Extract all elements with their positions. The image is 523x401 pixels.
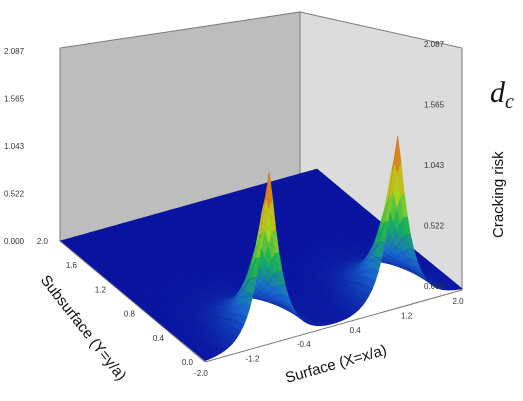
mesh-line — [291, 176, 437, 288]
side-symbol: dc — [490, 76, 514, 113]
z-tick-label-right: 1.565 — [424, 101, 445, 110]
z-tick-label-right: 2.087 — [424, 40, 445, 49]
mesh-line — [149, 215, 296, 312]
mesh-line — [214, 197, 360, 310]
mesh-line — [111, 226, 257, 305]
mesh-line — [239, 190, 385, 269]
mesh-line — [136, 219, 283, 298]
y-tick-label: 1.2 — [95, 285, 107, 294]
y-tick-label: 0.0 — [182, 358, 194, 367]
z-tick-label-left: 1.565 — [4, 95, 25, 104]
mesh-line — [85, 233, 231, 346]
x-tick-label: -2.0 — [194, 369, 208, 378]
mesh-line — [303, 172, 450, 291]
y-axis-label: Subsurface (Y=y/a) — [37, 272, 130, 384]
mesh-line — [201, 201, 347, 319]
y-tick-label: 1.6 — [66, 261, 78, 270]
mesh-line — [98, 230, 244, 326]
side-symbol-main: d — [490, 76, 506, 109]
z-axis-label: Cracking risk — [490, 151, 507, 238]
mesh-line — [188, 204, 334, 324]
surface-patch — [200, 356, 209, 362]
floor-edge-x — [204, 289, 463, 363]
z-tick-label-right: 0.000 — [424, 282, 445, 291]
mesh-line — [252, 136, 399, 263]
floor-edge-y — [59, 240, 206, 363]
mesh-line — [175, 208, 321, 326]
mesh-line — [265, 183, 411, 262]
z-tick-label-right: 0.522 — [424, 221, 445, 230]
z-tick-label-right: 1.043 — [424, 161, 445, 170]
x-tick-label: 1.2 — [401, 311, 413, 320]
mesh-line — [226, 194, 373, 290]
mesh-line — [72, 237, 218, 356]
x-tick-label: -0.4 — [297, 340, 311, 349]
mesh-line — [162, 212, 308, 324]
x-tick-label: 2.0 — [452, 297, 464, 306]
mesh-line — [124, 172, 270, 299]
z-tick-label-left: 1.043 — [4, 142, 25, 151]
mesh-line — [316, 168, 463, 289]
z-tick-label-left: 2.087 — [4, 47, 25, 56]
mesh-line — [278, 179, 424, 276]
x-tick-label: 0.4 — [350, 326, 362, 335]
z-tick-label-left: 0.522 — [4, 189, 25, 198]
x-tick-label: -1.2 — [246, 355, 260, 364]
y-tick-label: 2.0 — [37, 237, 49, 246]
y-tick-label: 0.4 — [153, 334, 165, 343]
surface-mesh — [59, 136, 463, 362]
side-symbol-sub: c — [505, 91, 514, 113]
y-tick-label: 0.8 — [124, 310, 136, 319]
z-tick-label-left: 0.000 — [4, 237, 25, 246]
